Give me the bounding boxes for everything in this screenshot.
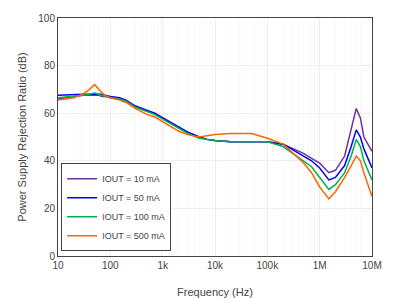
svg-text:100: 100 — [38, 13, 55, 24]
svg-text:80: 80 — [44, 60, 56, 71]
svg-text:10k: 10k — [207, 260, 224, 271]
svg-text:60: 60 — [44, 108, 56, 119]
svg-text:100: 100 — [102, 260, 119, 271]
svg-text:40: 40 — [44, 155, 56, 166]
svg-text:IOUT = 50 mA: IOUT = 50 mA — [102, 193, 160, 203]
svg-text:Frequency (Hz): Frequency (Hz) — [177, 286, 253, 298]
svg-text:1k: 1k — [157, 260, 169, 271]
svg-text:IOUT = 100 mA: IOUT = 100 mA — [102, 212, 165, 222]
svg-text:Power Supply Rejection Ratio (: Power Supply Rejection Ratio (dB) — [16, 52, 28, 221]
svg-text:20: 20 — [44, 203, 56, 214]
svg-text:1M: 1M — [313, 260, 327, 271]
svg-text:IOUT = 10 mA: IOUT = 10 mA — [102, 174, 160, 184]
svg-text:0: 0 — [49, 251, 55, 262]
svg-text:10M: 10M — [362, 260, 381, 271]
svg-text:IOUT = 500 mA: IOUT = 500 mA — [102, 231, 165, 241]
svg-text:10: 10 — [52, 260, 64, 271]
svg-text:100k: 100k — [256, 260, 279, 271]
